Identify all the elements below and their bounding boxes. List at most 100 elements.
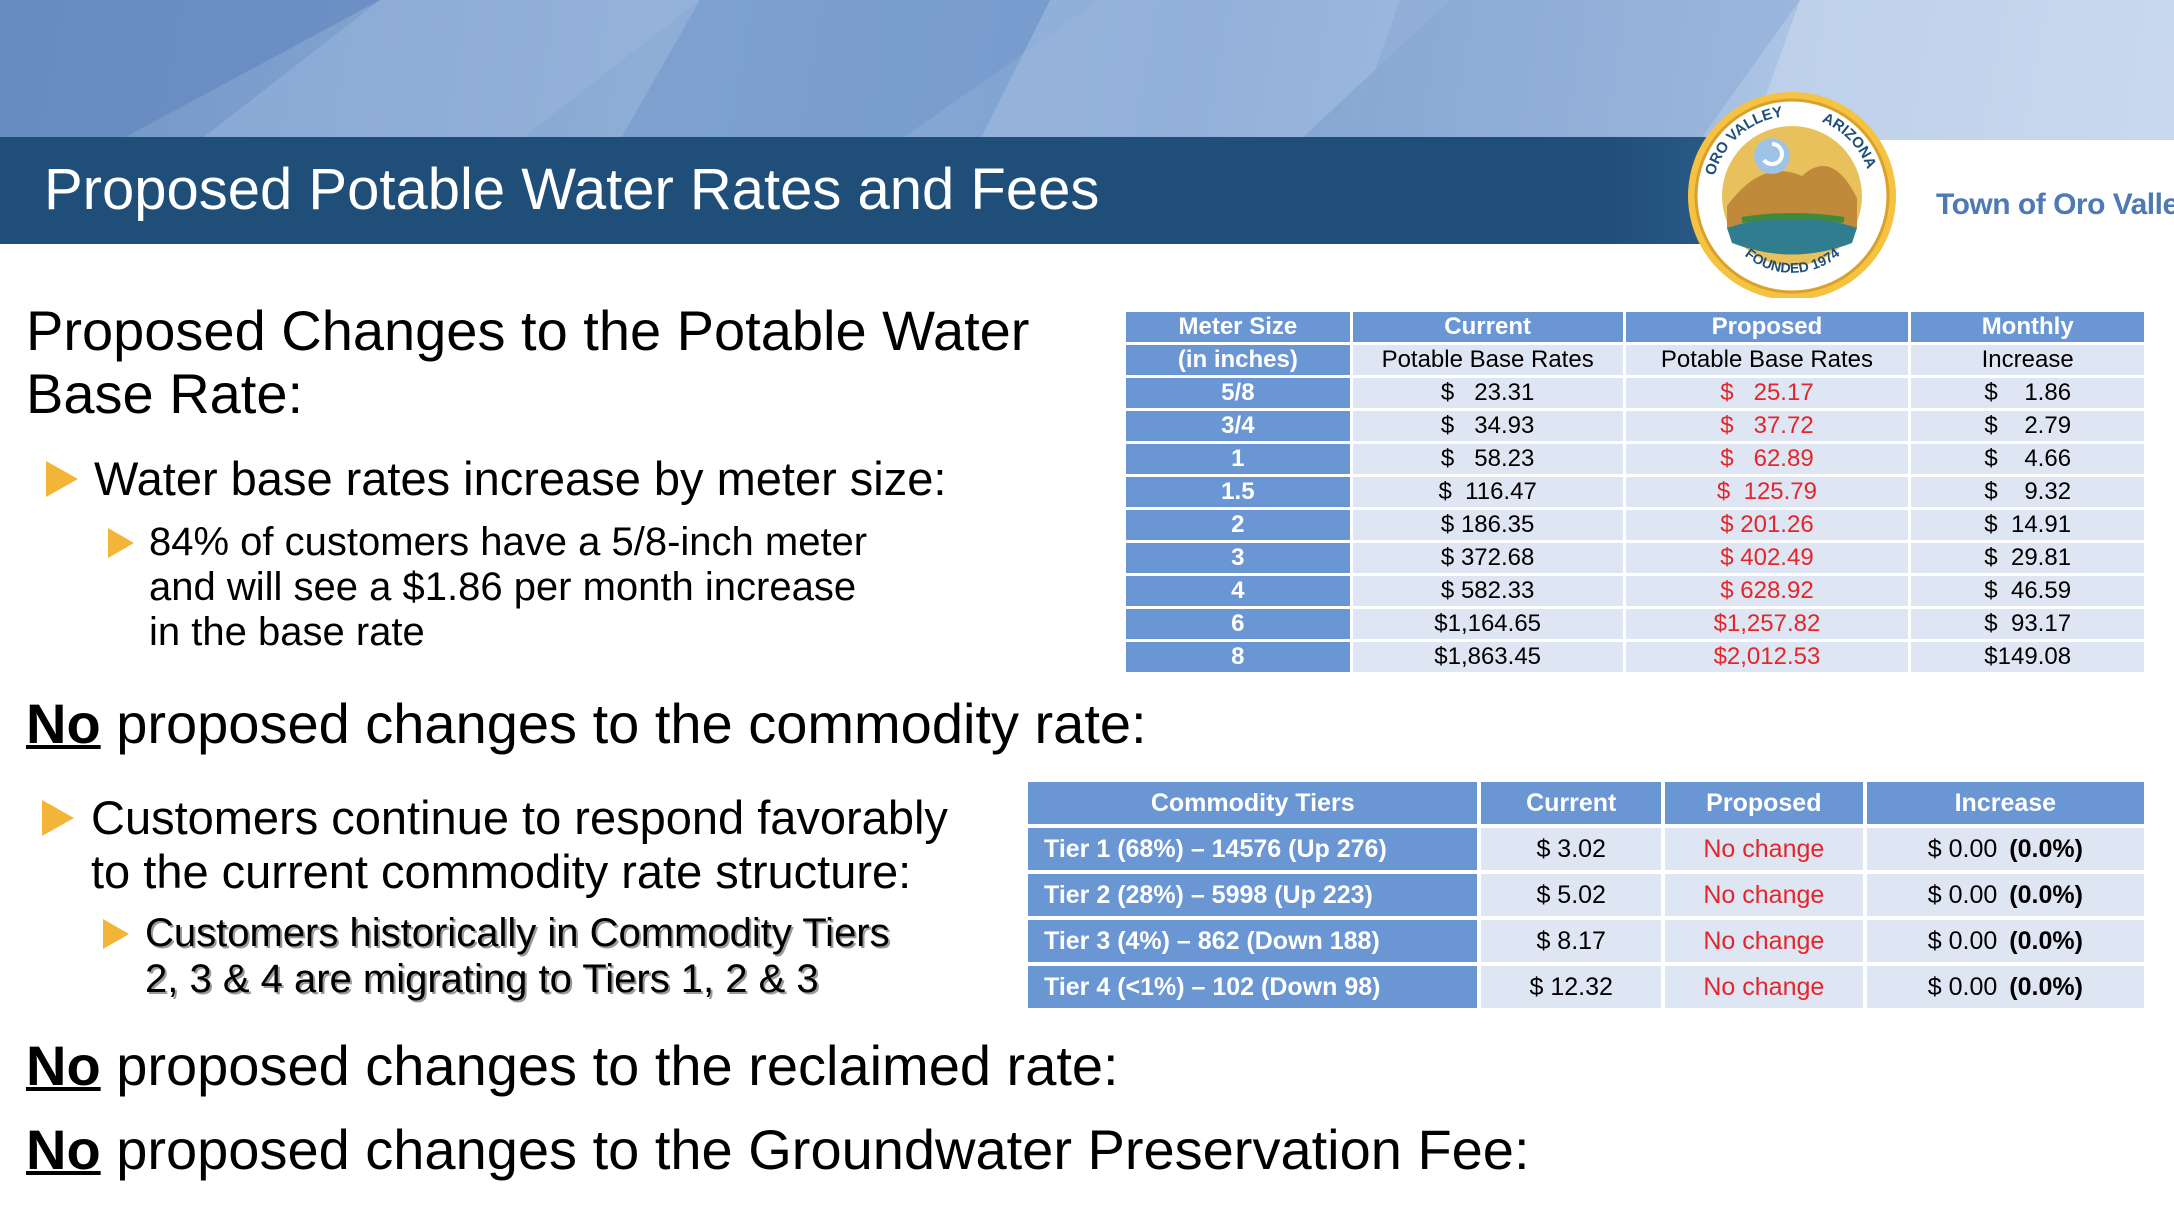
title-bar (0, 137, 1700, 244)
current-rate-cell: $1,164.65 (1352, 609, 1623, 639)
reclaimed-heading: No proposed changes to the reclaimed rat… (26, 1034, 1119, 1098)
proposed-rate-cell: $1,257.82 (1625, 609, 1909, 639)
column-header: Meter Size (1126, 312, 1350, 342)
increase-cell: $ 0.00 (0.0%) (1866, 874, 2144, 916)
base-rate-heading-line2: Base Rate: (26, 362, 304, 425)
proposed-rate-cell: No change (1665, 920, 1863, 962)
current-rate-cell: $ 5.02 (1481, 874, 1661, 916)
table-row: Tier 3 (4%) – 862 (Down 188) $ 8.17 No cha… (1028, 920, 2144, 962)
proposed-rate-cell: $ 201.26 (1625, 510, 1909, 540)
proposed-rate-cell: No change (1665, 874, 1863, 916)
bullet-arrow-icon (46, 461, 78, 497)
proposed-rate-cell: $ 125.79 (1625, 477, 1909, 507)
monthly-increase-cell: $ 4.66 (1911, 444, 2144, 474)
tier-label-cell: Tier 2 (28%) – 5998 (Up 223) (1028, 874, 1478, 916)
increase-percent: (0.0%) (2009, 926, 2083, 955)
table-row: Tier 4 (<1%) – 102 (Down 98) $ 12.32 No ch… (1028, 966, 2144, 1008)
monthly-increase-cell: $149.08 (1911, 642, 2144, 672)
table-row: Tier 2 (28%) – 5998 (Up 223) $ 5.02 No cha… (1028, 874, 2144, 916)
increase-cell: $ 0.00 (0.0%) (1866, 920, 2144, 962)
column-subheader: Potable Base Rates (1352, 345, 1623, 375)
increase-amount: $ 0.00 (1927, 880, 1998, 909)
meter-size-cell: 6 (1126, 609, 1350, 639)
table-row: 4 $ 582.33 $ 628.92 $ 46.59 (1126, 576, 2144, 606)
tier-label-cell: Tier 1 (68%) – 14576 (Up 276) (1028, 828, 1478, 870)
column-subheader: (in inches) (1126, 345, 1350, 375)
town-name: Town of Oro Valley (1936, 188, 2174, 221)
monthly-increase-cell: $ 2.79 (1911, 411, 2144, 441)
current-rate-cell: $ 34.93 (1352, 411, 1623, 441)
bullet-arrow-icon (42, 800, 74, 836)
current-rate-cell: $ 372.68 (1352, 543, 1623, 573)
monthly-increase-cell: $ 14.91 (1911, 510, 2144, 540)
column-header: Proposed (1625, 312, 1909, 342)
current-rate-cell: $ 3.02 (1481, 828, 1661, 870)
column-header: Current (1352, 312, 1623, 342)
meter-size-cell: 8 (1126, 642, 1350, 672)
increase-amount: $ 0.00 (1927, 926, 1998, 955)
no-emphasis: No (26, 1118, 101, 1181)
table-row: Tier 1 (68%) – 14576 (Up 276) $ 3.02 No ch… (1028, 828, 2144, 870)
increase-percent: (0.0%) (2009, 972, 2083, 1001)
current-rate-cell: $ 116.47 (1352, 477, 1623, 507)
commodity-table-body: Tier 1 (68%) – 14576 (Up 276) $ 3.02 No ch… (1028, 828, 2144, 1008)
table-row: 3 $ 372.68 $ 402.49 $ 29.81 (1126, 543, 2144, 573)
meter-size-cell: 3/4 (1126, 411, 1350, 441)
commodity-heading-text: proposed changes to the commodity rate: (100, 692, 1147, 755)
sub-bullet-arrow-icon (108, 528, 134, 558)
increase-cell: $ 0.00 (0.0%) (1866, 966, 2144, 1008)
increase-amount: $ 0.00 (1927, 972, 1998, 1001)
meter-size-cell: 2 (1126, 510, 1350, 540)
meter-size-cell: 1 (1126, 444, 1350, 474)
no-emphasis: No (26, 692, 101, 755)
monthly-increase-cell: $ 93.17 (1911, 609, 2144, 639)
tier-label-cell: Tier 3 (4%) – 862 (Down 188) (1028, 920, 1478, 962)
column-subheader: Potable Base Rates (1625, 345, 1909, 375)
header-background (0, 0, 2174, 140)
increase-amount: $ 0.00 (1927, 834, 1998, 863)
current-rate-cell: $ 12.32 (1481, 966, 1661, 1008)
commodity-bullet-line1: Customers continue to respond favorably (91, 791, 948, 844)
tier-label-cell: Tier 4 (<1%) – 102 (Down 98) (1028, 966, 1478, 1008)
proposed-rate-cell: $ 62.89 (1625, 444, 1909, 474)
column-subheader: Increase (1911, 345, 2144, 375)
commodity-sub-bullet-line2: 2, 3 & 4 are migrating to Tiers 1, 2 & 3 (145, 957, 819, 1001)
current-rate-cell: $1,863.45 (1352, 642, 1623, 672)
town-seal-logo: ORO VALLEY ARIZONA FOUNDED 1974 (1688, 92, 1896, 298)
table-row: 2 $ 186.35 $ 201.26 $ 14.91 (1126, 510, 2144, 540)
proposed-rate-cell: $2,012.53 (1625, 642, 1909, 672)
proposed-rate-cell: $ 25.17 (1625, 378, 1909, 408)
base-rate-heading-line1: Proposed Changes to the Potable Water (26, 299, 1030, 362)
table-header-row: Commodity Tiers Current Proposed Increas… (1028, 782, 2144, 824)
proposed-rate-cell: No change (1665, 828, 1863, 870)
base-rate-table: Meter Size Current Proposed Monthly (in … (1123, 309, 2147, 675)
current-rate-cell: $ 58.23 (1352, 444, 1623, 474)
base-rate-table-body: 5/8 $ 23.31 $ 25.17 $ 1.86 3/4 $ 34.93 $ 37.72… (1126, 378, 2144, 672)
monthly-increase-cell: $ 9.32 (1911, 477, 2144, 507)
column-header: Commodity Tiers (1028, 782, 1478, 824)
groundwater-heading-text: proposed changes to the Groundwater Pres… (100, 1118, 1530, 1181)
table-row: 5/8 $ 23.31 $ 25.17 $ 1.86 (1126, 378, 2144, 408)
table-row: 3/4 $ 34.93 $ 37.72 $ 2.79 (1126, 411, 2144, 441)
increase-percent: (0.0%) (2009, 834, 2083, 863)
meter-size-cell: 5/8 (1126, 378, 1350, 408)
current-rate-cell: $ 186.35 (1352, 510, 1623, 540)
table-row: 6 $1,164.65 $1,257.82 $ 93.17 (1126, 609, 2144, 639)
column-header: Increase (1866, 782, 2144, 824)
column-header: Monthly (1911, 312, 2144, 342)
monthly-increase-cell: $ 46.59 (1911, 576, 2144, 606)
no-emphasis: No (26, 1034, 101, 1097)
slide-title: Proposed Potable Water Rates and Fees (44, 157, 1100, 222)
monthly-increase-cell: $ 29.81 (1911, 543, 2144, 573)
table-header-row: Meter Size Current Proposed Monthly (1126, 312, 2144, 342)
meter-size-cell: 3 (1126, 543, 1350, 573)
commodity-heading: No proposed changes to the commodity rat… (26, 692, 1147, 756)
table-subheader-row: (in inches) Potable Base Rates Potable B… (1126, 345, 2144, 375)
proposed-rate-cell: $ 402.49 (1625, 543, 1909, 573)
proposed-rate-cell: No change (1665, 966, 1863, 1008)
header-pattern (0, 0, 2174, 140)
column-header: Proposed (1665, 782, 1863, 824)
increase-percent: (0.0%) (2009, 880, 2083, 909)
table-row: 1 $ 58.23 $ 62.89 $ 4.66 (1126, 444, 2144, 474)
commodity-tier-table: Commodity Tiers Current Proposed Increas… (1024, 778, 2148, 1012)
